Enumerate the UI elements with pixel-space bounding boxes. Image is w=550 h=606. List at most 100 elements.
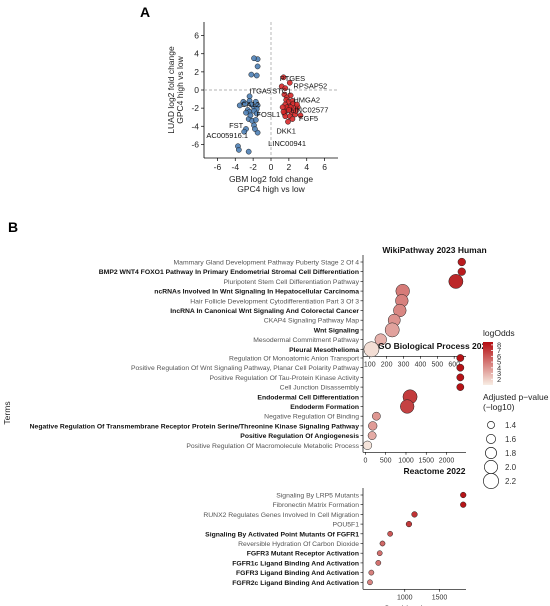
term-label: Wnt Signaling [314, 327, 359, 334]
color-bar-tick-label: 2 [497, 375, 501, 384]
gene-label: PTGES [280, 74, 305, 83]
term-dot [387, 530, 393, 537]
y-tick-label: -6 [191, 139, 199, 149]
x-tick-label: 500 [380, 457, 392, 464]
term-label: Signaling By LRP5 Mutants [276, 493, 359, 500]
data-point [235, 146, 242, 153]
gene-label: DKK1 [276, 127, 296, 136]
term-dot [405, 521, 413, 528]
panel-b-label: B [8, 219, 18, 235]
x-tick-label: 1500 [418, 457, 434, 464]
gene-label: RPSAP52 [293, 82, 327, 91]
term-label: Negative Regulation Of Transmembrane Rec… [30, 423, 360, 430]
x-tick-label: 400 [415, 361, 427, 368]
x-axis-title: Combined score [384, 603, 446, 606]
data-point [253, 72, 260, 79]
term-label: Mammary Gland Development Pathway Pubert… [174, 260, 360, 267]
color-bar-tick-label: 7 [497, 346, 501, 355]
term-dot [457, 257, 466, 267]
term-label: Cell Junction Disassembly [280, 385, 360, 392]
data-point [251, 55, 257, 62]
color-bar [483, 342, 493, 385]
term-label: Reversible Hydration Of Carbon Dioxide [238, 541, 359, 548]
size-legend-label: 1.6 [505, 435, 517, 444]
x-tick-label: 100 [364, 361, 376, 368]
x-tick-label: 6 [322, 162, 327, 172]
term-label: Fibronectin Matrix Formation [273, 502, 360, 509]
term-dot [411, 511, 418, 518]
size-legend-label: 2.2 [505, 477, 517, 486]
y-axis-title-line-1: LUAD log2 fold change [166, 46, 176, 134]
color-bar-tick-label: 5 [497, 358, 501, 367]
data-point [294, 101, 300, 108]
gene-label: CA12 [241, 100, 260, 109]
term-label: Negative Regulation Of Binding [264, 414, 359, 421]
term-label: Positive Regulation Of Tau-Protein Kinas… [210, 375, 360, 382]
x-tick-label: 300 [398, 361, 410, 368]
x-tick-label: 1000 [398, 457, 414, 464]
term-dot [376, 550, 383, 557]
color-legend-title: logOdds [483, 328, 515, 338]
x-tick-label: 1500 [432, 594, 448, 601]
x-tick-label: 4 [304, 162, 309, 172]
term-dot [460, 491, 467, 499]
panel-title: WikiPathway 2023 Human [382, 245, 486, 255]
x-tick-label: 2 [286, 162, 291, 172]
x-tick-label: 2000 [439, 457, 455, 464]
x-tick-label: -4 [231, 162, 239, 172]
x-tick-label: 0 [363, 457, 367, 464]
data-point [248, 71, 255, 78]
term-label: Pluripotent Stem Cell Differentiation Pa… [223, 279, 359, 286]
y-tick-label: 2 [194, 67, 199, 77]
term-label: Positive Regulation Of Angiogenesis [240, 433, 359, 440]
size-legend-title-line-2: (−log10) [483, 402, 515, 412]
term-dot [393, 303, 407, 318]
x-tick-label: 1000 [397, 594, 413, 601]
y-tick-label: -4 [191, 121, 199, 131]
size-legend-circle [487, 421, 495, 429]
x-tick-label: 200 [381, 361, 393, 368]
data-point [236, 102, 243, 109]
term-dot [400, 399, 415, 414]
color-bar-tick-label: 4 [497, 363, 501, 372]
data-point [242, 100, 248, 107]
gene-label: FGF5 [299, 114, 318, 123]
term-dot [379, 540, 386, 547]
term-dot [362, 440, 373, 450]
data-point [247, 112, 254, 119]
term-label: Endodermal Cell Differentiation [257, 394, 359, 401]
gene-label: STC1 [272, 87, 291, 96]
term-label: CKAP4 Signaling Pathway Map [264, 318, 359, 325]
term-label: ncRNAs Involved In Wnt Signaling In Hepa… [154, 289, 359, 296]
data-point [293, 108, 299, 114]
term-label: FGFR3 Ligand Binding And Activation [236, 570, 359, 577]
color-bar-tick-label: 3 [497, 369, 501, 378]
x-tick-label: -6 [214, 162, 222, 172]
data-point [286, 79, 293, 86]
data-point [280, 74, 287, 81]
data-point [253, 110, 260, 117]
data-point [241, 128, 248, 135]
data-point [245, 148, 252, 155]
term-dot [456, 373, 465, 382]
term-dot [456, 383, 465, 391]
term-dot [372, 411, 381, 421]
term-dot [374, 333, 387, 346]
panel-title: GO Biological Process 2023 [378, 341, 491, 351]
volcano-scatter-plot: -6 -4 -2 0 2 4 6 6 4 2 0 -2 -4 -6 GBM log2 fold change… [166, 22, 338, 194]
term-label: Pleural Mesothelioma [289, 347, 359, 354]
data-point [287, 92, 294, 99]
color-bar-tick-label: 6 [497, 352, 501, 361]
y-tick-label: -2 [191, 103, 199, 113]
y-tick-label: 6 [194, 31, 199, 41]
term-label: Endoderm Formation [290, 404, 359, 411]
term-dot [375, 560, 382, 566]
y-axis-title: Terms [2, 401, 12, 424]
data-point [254, 63, 261, 70]
gene-label: LINC02577 [290, 106, 328, 115]
data-point [297, 112, 304, 119]
size-legend-label: 1.8 [505, 449, 517, 458]
color-bar-tick-label: 8 [497, 340, 501, 349]
